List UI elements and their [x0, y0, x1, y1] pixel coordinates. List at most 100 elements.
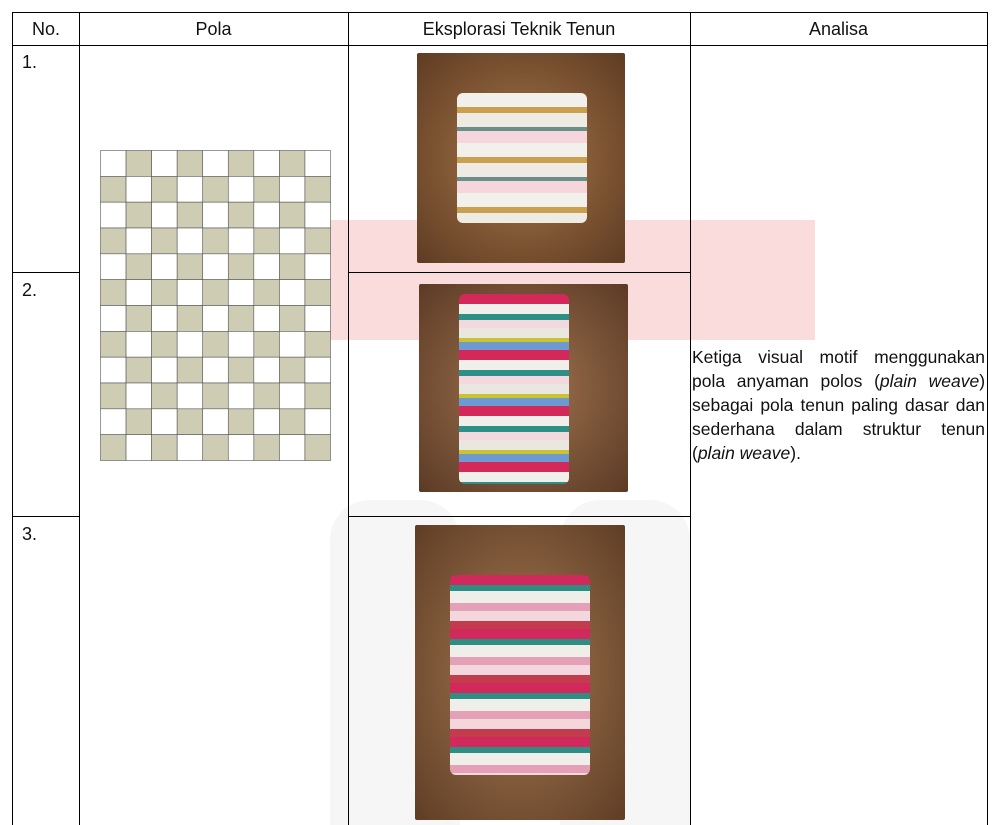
pattern-cell [125, 382, 152, 410]
pattern-cell [176, 305, 204, 332]
pattern-cell [151, 227, 178, 255]
pattern-cell [151, 331, 178, 358]
pattern-cell [151, 434, 178, 461]
pattern-cell [125, 279, 152, 306]
analysis-text: Ketiga visual motif menggunakan pola any… [692, 345, 985, 465]
pattern-cell [227, 201, 255, 229]
pattern-cell [176, 331, 204, 358]
pattern-cell [100, 227, 127, 255]
pattern-cell [202, 176, 229, 203]
analysis-term: plain weave [697, 443, 791, 463]
header-cell: Pola [195, 19, 232, 39]
pattern-cell [202, 305, 229, 332]
pattern-cell [176, 201, 204, 229]
row-number: 2. [22, 280, 38, 300]
pattern-cell [253, 227, 280, 255]
pattern-cell [227, 382, 255, 410]
pattern-cell [253, 176, 280, 203]
pattern-cell [202, 201, 229, 229]
pattern-cell [176, 408, 204, 435]
analysis-text: Ketiga visual motif menggunakan pola any… [692, 347, 985, 391]
pattern-cell [304, 150, 331, 177]
pattern-cell [227, 434, 255, 461]
pattern-cell [279, 150, 306, 177]
pattern-cell [279, 356, 306, 384]
pattern-cell [304, 227, 331, 255]
pattern-cell [100, 434, 127, 461]
pattern-cell [279, 382, 306, 410]
pattern-cell [151, 279, 178, 306]
pattern-cell [125, 150, 152, 177]
pattern-cell [227, 331, 255, 358]
header-cell: Analisa [808, 19, 869, 39]
pattern-cell [151, 253, 178, 280]
pattern-cell [202, 253, 229, 280]
pattern-cell [304, 253, 331, 280]
pattern-cell [253, 305, 280, 332]
pattern-cell [202, 279, 229, 306]
row-number: 3. [22, 524, 38, 544]
pattern-cell [279, 176, 306, 203]
pattern-cell [100, 176, 127, 203]
pattern-cell [100, 305, 127, 332]
pattern-cell [176, 253, 204, 280]
header-cell: No. [31, 19, 60, 39]
pattern-cell [151, 150, 178, 177]
pattern-cell [176, 434, 204, 461]
pattern-cell [202, 150, 229, 177]
table-border [13, 45, 988, 46]
pattern-cell [100, 382, 127, 410]
pattern-cell [253, 279, 280, 306]
pattern-cell [151, 305, 178, 332]
pattern-cell [151, 382, 178, 410]
plain-weave-pattern [100, 150, 331, 461]
pattern-cell [304, 408, 331, 435]
weaving-photo [419, 284, 628, 492]
pattern-cell [176, 176, 204, 203]
table-border [12, 12, 13, 825]
table-border [987, 12, 988, 825]
pattern-cell [304, 279, 331, 306]
pattern-cell [279, 279, 306, 306]
pattern-cell [279, 434, 306, 461]
pattern-cell [125, 201, 152, 229]
analysis-text: ) sebagai pola tenun paling dasar dan se… [692, 371, 986, 463]
table-border [13, 12, 988, 13]
pattern-cell [253, 253, 280, 280]
pattern-cell [253, 434, 280, 461]
pattern-cell [304, 201, 331, 229]
pattern-cell [304, 331, 331, 358]
row-number: 1. [22, 52, 38, 72]
table-border [13, 516, 79, 517]
pattern-cell [227, 253, 255, 280]
pattern-cell [253, 331, 280, 358]
pattern-cell [227, 305, 255, 332]
pattern-cell [253, 201, 280, 229]
pattern-cell [176, 356, 204, 384]
pattern-cell [202, 434, 229, 461]
pattern-cell [125, 305, 152, 332]
pattern-cell [176, 150, 204, 177]
pattern-cell [125, 408, 152, 435]
pattern-cell [279, 305, 306, 332]
pattern-cell [279, 408, 306, 435]
pattern-cell [151, 408, 178, 435]
pattern-cell [253, 150, 280, 177]
pattern-cell [125, 227, 152, 255]
pattern-cell [227, 356, 255, 384]
pattern-cell [279, 227, 306, 255]
pattern-cell [279, 253, 306, 280]
table-border [348, 516, 690, 517]
pattern-cell [227, 279, 255, 306]
pattern-cell [304, 382, 331, 410]
table-border [13, 272, 79, 273]
pattern-cell [202, 408, 229, 435]
pattern-cell [253, 356, 280, 384]
pattern-cell [100, 408, 127, 435]
pattern-cell [202, 382, 229, 410]
pattern-cell [125, 434, 152, 461]
table-border [79, 12, 80, 825]
pattern-cell [253, 382, 280, 410]
pattern-cell [227, 150, 255, 177]
pattern-cell [100, 279, 127, 306]
